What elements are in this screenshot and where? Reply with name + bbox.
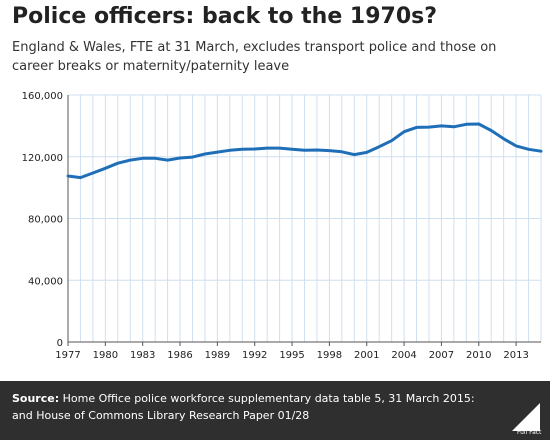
series-group <box>66 122 543 180</box>
y-tick-label: 40,000 <box>28 276 63 287</box>
y-tick-labels: 0 40,000 80,000 120,000 160,000 <box>22 91 63 349</box>
y-tick-label: 80,000 <box>28 215 63 226</box>
series-line <box>66 122 543 180</box>
chart-subtitle: England & Wales, FTE at 31 March, exclud… <box>12 40 497 74</box>
x-tick-label: 1995 <box>279 350 304 361</box>
x-tick-label: 2010 <box>466 350 491 361</box>
x-tick-label: 1998 <box>317 350 342 361</box>
y-tick-label: 160,000 <box>22 91 63 102</box>
x-tick-label: 1992 <box>242 350 267 361</box>
chart-title: Police officers: back to the 1970s? <box>12 4 438 29</box>
x-tick-label: 2001 <box>354 350 379 361</box>
x-tick-label: 1983 <box>130 350 155 361</box>
x-tick-label: 2013 <box>503 350 528 361</box>
source-label: Source: <box>12 392 60 405</box>
full-fact-logo: Full Fact <box>512 403 542 436</box>
x-tick-label: 2007 <box>429 350 454 361</box>
gridlines <box>68 94 542 342</box>
source-footer: Source: Home Office police workforce sup… <box>0 381 550 440</box>
y-tick-label: 120,000 <box>22 153 63 164</box>
source-text: Source: Home Office police workforce sup… <box>12 390 482 424</box>
svg-text:Full Fact: Full Fact <box>517 429 542 436</box>
axes <box>67 95 541 346</box>
x-tick-label: 1989 <box>205 350 230 361</box>
line-chart: 0 40,000 80,000 120,000 160,000 1977 1980 1983… <box>22 91 543 361</box>
x-tick-label: 2004 <box>391 350 416 361</box>
x-tick-labels: 1977 1980 1983 1986 1989 1992 1995 1998 2001 2004… <box>55 350 529 361</box>
x-tick-label: 1977 <box>55 350 80 361</box>
y-tick-label: 0 <box>57 338 63 349</box>
x-tick-label: 1986 <box>167 350 192 361</box>
source-description: Home Office police workforce supplementa… <box>12 392 475 422</box>
x-tick-label: 1980 <box>93 350 118 361</box>
